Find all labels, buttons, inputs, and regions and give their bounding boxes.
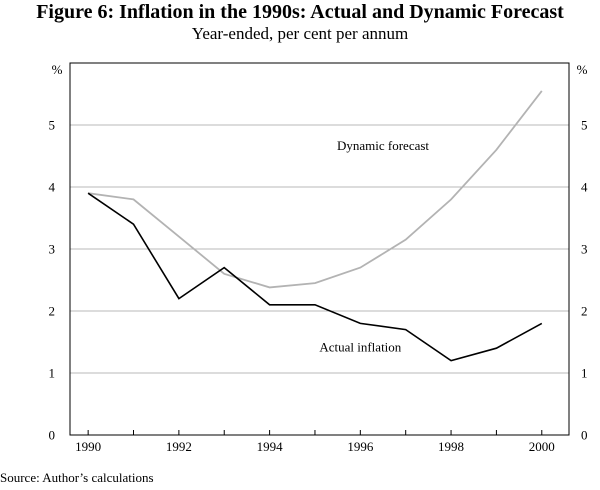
chart-title: Figure 6: Inflation in the 1990s: Actual… bbox=[36, 1, 564, 23]
annotation-dynamic-forecast: Dynamic forecast bbox=[337, 138, 429, 153]
source-note: Source: Author’s calculations bbox=[0, 470, 154, 485]
annotation-actual-inflation: Actual inflation bbox=[319, 339, 401, 354]
chart-subtitle: Year-ended, per cent per annum bbox=[191, 24, 409, 43]
gridlines bbox=[70, 124, 569, 374]
y-tick-label-left-5: 5 bbox=[49, 118, 56, 133]
y-tick-label-right-2: 2 bbox=[581, 304, 588, 319]
y-tick-label-right-3: 3 bbox=[581, 242, 588, 257]
x-tick-label-1998: 1998 bbox=[438, 439, 464, 454]
series-lines bbox=[87, 90, 543, 362]
series-annotations: Dynamic forecast Actual inflation bbox=[319, 138, 429, 354]
y-axis-unit-right: % bbox=[577, 62, 588, 77]
x-tick-label-1996: 1996 bbox=[347, 439, 374, 454]
y-tick-label-left-3: 3 bbox=[49, 242, 56, 257]
line-chart: 0 0 1 1 2 2 3 3 4 4 5 5 1990 1992 1994 1996 1998 2000 % %… bbox=[49, 62, 589, 455]
axis-ticks: 0 0 1 1 2 2 3 3 4 4 5 5 1990 1992 1994 1996 1998 2000 bbox=[49, 118, 589, 455]
y-tick-label-left-1: 1 bbox=[49, 366, 56, 381]
y-tick-label-right-0: 0 bbox=[581, 428, 588, 443]
x-tick-label-2000: 2000 bbox=[529, 439, 555, 454]
y-tick-label-left-0: 0 bbox=[49, 428, 56, 443]
series-line-actual-inflation bbox=[87, 192, 543, 362]
y-tick-label-right-5: 5 bbox=[581, 118, 588, 133]
y-axis-unit-left: % bbox=[52, 62, 63, 77]
x-tick-label-1994: 1994 bbox=[257, 439, 284, 454]
plot-frame bbox=[69, 62, 570, 436]
y-tick-label-left-4: 4 bbox=[49, 180, 56, 195]
y-tick-label-left-2: 2 bbox=[49, 304, 56, 319]
x-tick-label-1990: 1990 bbox=[75, 439, 101, 454]
y-tick-label-right-4: 4 bbox=[581, 180, 588, 195]
y-tick-label-right-1: 1 bbox=[581, 366, 588, 381]
x-tick-label-1992: 1992 bbox=[166, 439, 192, 454]
series-line-dynamic-forecast bbox=[87, 90, 543, 289]
